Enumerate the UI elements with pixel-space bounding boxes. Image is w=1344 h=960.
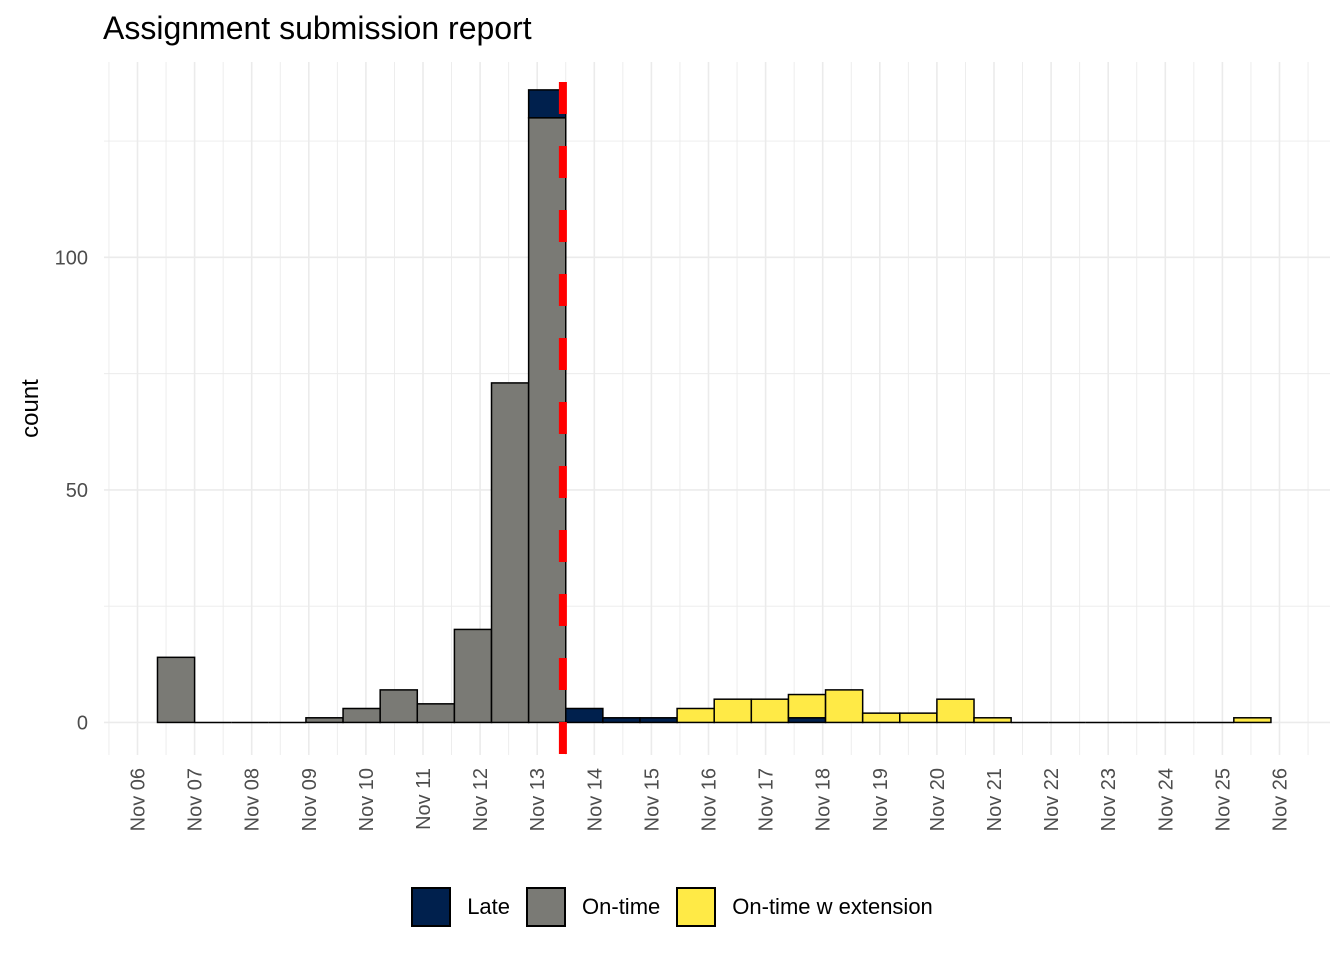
x-tick-label: Nov 09: [299, 768, 321, 831]
bar-on-time-w-extension: [713, 698, 753, 724]
x-tick-label: Nov 12: [470, 768, 492, 831]
legend-label: On-time: [582, 894, 661, 919]
y-axis-title: count: [17, 379, 44, 438]
bar-on-time-w-extension: [824, 689, 864, 724]
legend: Late On-time On-time w extension: [0, 884, 1344, 930]
legend-item-on-time-w-extension: On-time w extension: [676, 887, 933, 927]
bar-on-time-w-extension: [861, 712, 901, 724]
legend-swatch: [526, 887, 567, 927]
x-tick-label: Nov 18: [813, 768, 835, 831]
legend-item-late: Late: [411, 887, 510, 927]
bar-late: [639, 717, 678, 724]
x-tick-label: Nov 23: [1098, 768, 1120, 831]
x-tick-label: Nov 15: [641, 768, 663, 831]
bar-on-time: [342, 707, 381, 724]
legend-swatch: [676, 887, 717, 927]
bar-on-time: [305, 717, 344, 724]
x-tick-label: Nov 06: [128, 768, 150, 831]
y-tick-label: 50: [66, 480, 88, 502]
bar-on-time-w-extension: [787, 693, 827, 719]
bar-on-time-w-extension: [936, 698, 975, 724]
x-tick-label: Nov 22: [1041, 768, 1063, 831]
x-tick-label: Nov 11: [413, 768, 435, 830]
y-tick-label: 0: [77, 712, 88, 734]
bar-on-time-w-extension: [676, 707, 715, 724]
y-tick-label: 100: [55, 247, 88, 269]
x-tick-label: Nov 08: [242, 768, 264, 831]
x-tick-label: Nov 20: [927, 768, 949, 831]
x-tick-label: Nov 14: [584, 768, 606, 831]
chart-title: Assignment submission report: [103, 10, 532, 46]
x-tick-label: Nov 10: [356, 768, 378, 831]
x-tick-label: Nov 17: [756, 768, 778, 831]
bar-on-time: [379, 689, 419, 724]
legend-item-on-time: On-time: [526, 887, 660, 927]
legend-label: Late: [467, 894, 511, 919]
bar-late: [602, 717, 641, 724]
x-tick-label: Nov 13: [527, 768, 549, 831]
bar-late: [565, 707, 604, 724]
bar-on-time: [156, 656, 196, 724]
bar-on-time: [416, 703, 456, 724]
x-tick-label: Nov 26: [1270, 768, 1292, 831]
bar-on-time-w-extension: [750, 698, 790, 724]
x-tick-label: Nov 19: [870, 768, 892, 831]
x-tick-label: Nov 25: [1212, 768, 1234, 831]
grid-lines: [104, 62, 1330, 755]
legend-swatch: [411, 887, 452, 927]
x-tick-label: Nov 16: [699, 768, 721, 831]
bar-on-time-w-extension: [899, 712, 938, 724]
bar-on-time: [490, 382, 530, 724]
bar-on-time-w-extension: [973, 717, 1012, 724]
chart-plot: 0 50 100 Nov 06 Nov 07 Nov 08 Nov 09 Nov 10 Nov …: [17, 62, 1330, 831]
legend-label: On-time w extension: [732, 894, 933, 919]
x-tick-label: Nov 24: [1155, 768, 1177, 831]
x-tick-label: Nov 21: [984, 768, 1006, 831]
axis-labels: 0 50 100 Nov 06 Nov 07 Nov 08 Nov 09 Nov 10 Nov …: [17, 247, 1292, 831]
bar-on-time: [453, 628, 493, 724]
bars: [156, 89, 1272, 724]
x-tick-label: Nov 07: [185, 768, 207, 831]
bar-on-time-w-extension: [1233, 717, 1272, 724]
